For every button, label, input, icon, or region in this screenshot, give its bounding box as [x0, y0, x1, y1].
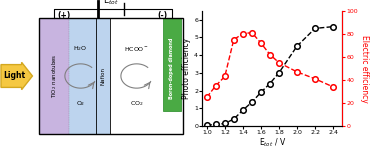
- FancyBboxPatch shape: [96, 18, 110, 134]
- Text: H$_2$O: H$_2$O: [73, 44, 88, 53]
- Text: O$_2$: O$_2$: [76, 99, 85, 108]
- Text: TiO$_2$ nanotubes: TiO$_2$ nanotubes: [50, 54, 59, 98]
- FancyBboxPatch shape: [110, 18, 183, 134]
- Text: E$_{tot}$: E$_{tot}$: [103, 0, 119, 7]
- Text: Light: Light: [4, 71, 26, 81]
- Text: Nafion: Nafion: [101, 67, 106, 85]
- Text: (-): (-): [157, 11, 167, 20]
- FancyBboxPatch shape: [39, 18, 96, 134]
- X-axis label: E$_{tot}$ / V: E$_{tot}$ / V: [259, 137, 286, 149]
- Text: CO$_2$: CO$_2$: [130, 99, 143, 108]
- FancyBboxPatch shape: [163, 18, 181, 111]
- FancyBboxPatch shape: [39, 18, 69, 134]
- Y-axis label: Electric efficiency: Electric efficiency: [360, 35, 369, 102]
- Text: Boron-doped diamond: Boron-doped diamond: [169, 38, 175, 99]
- FancyArrow shape: [1, 62, 33, 90]
- Text: HCOO$^-$: HCOO$^-$: [124, 45, 149, 53]
- Text: (+): (+): [57, 11, 71, 20]
- Y-axis label: Photo efficiency: Photo efficiency: [182, 38, 191, 99]
